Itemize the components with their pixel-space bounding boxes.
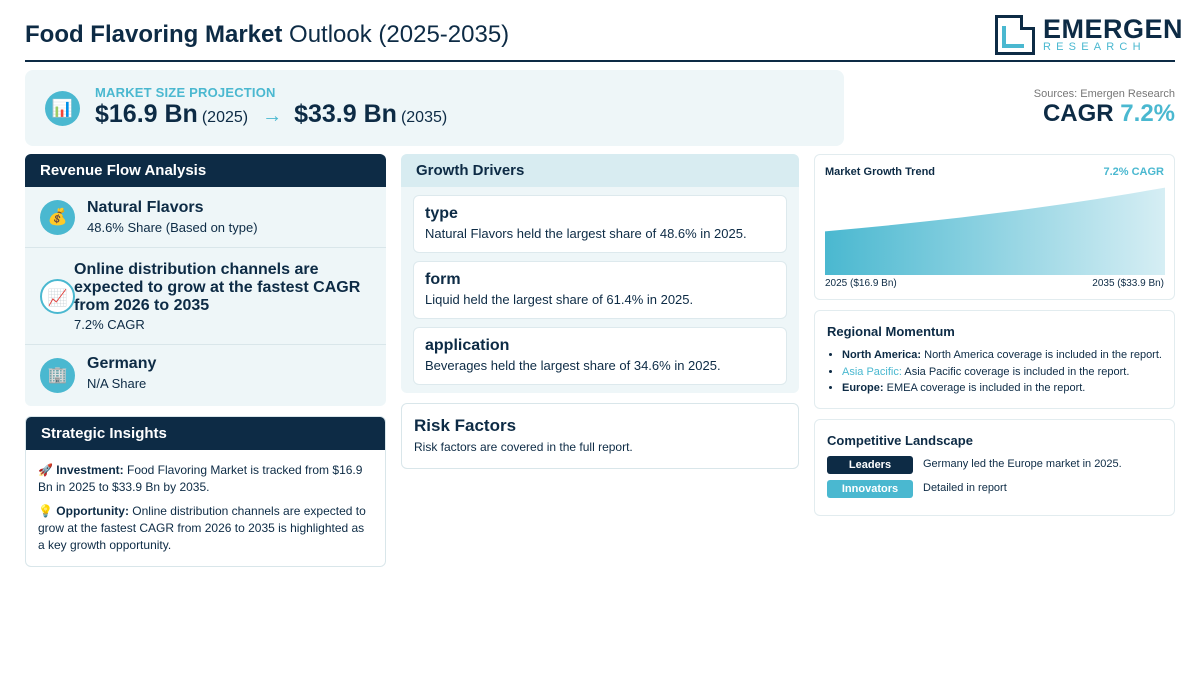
office-building-icon: 🏢 xyxy=(40,358,75,393)
market-growth-trend-chart: Market Growth Trend 7.2% CAGR 2025 ($16.… xyxy=(814,154,1175,300)
revenue-item-subtitle: 48.6% Share (Based on type) xyxy=(87,220,258,235)
projection-start-value: $16.9 Bn xyxy=(95,100,198,128)
strategic-insights-title: Strategic Insights xyxy=(26,417,385,450)
projection-end-value: $33.9 Bn xyxy=(294,100,397,128)
regional-momentum-title: Regional Momentum xyxy=(827,324,955,339)
regional-list: North America: North America coverage is… xyxy=(842,347,1162,397)
driver-title: type xyxy=(425,205,458,222)
money-bag-icon: 💰 xyxy=(40,200,75,235)
chart-cagr-annotation: 7.2% CAGR xyxy=(1103,166,1164,178)
insight-text: Online distribution channels are expecte… xyxy=(38,504,366,552)
region-text: Asia Pacific coverage is included in the… xyxy=(901,365,1130,378)
trend-chart-icon: 📈 xyxy=(40,279,75,314)
competitive-text: Germany led the Europe market in 2025. xyxy=(923,458,1122,470)
trend-area-series xyxy=(825,187,1165,275)
trend-area-svg xyxy=(825,187,1165,275)
region-text: North America coverage is included in th… xyxy=(921,349,1162,361)
projection-start-year: (2025) xyxy=(201,109,249,126)
page-title-rest: Outlook (2025-2035) xyxy=(282,21,510,48)
light-bulb-icon: 💡 xyxy=(38,504,53,518)
insight-investment: 🚀 Investment: Food Flavoring Market is t… xyxy=(38,462,373,496)
chart-end-label: 2035 ($33.9 Bn) xyxy=(1092,278,1164,289)
driver-description: Liquid held the largest share of 61.4% i… xyxy=(425,292,694,307)
insight-opportunity: 💡 Opportunity: Online distribution chann… xyxy=(38,503,373,554)
sources-note: Sources: Emergen Research xyxy=(1033,88,1175,100)
region-item-asia-pacific: Asia Pacific: Asia Pacific coverage is i… xyxy=(842,364,1162,381)
driver-card-type: type Natural Flavors held the largest sh… xyxy=(413,195,787,253)
insight-text: Food Flavoring Market is tracked from $1… xyxy=(38,463,363,494)
region-item-europe: Europe: EMEA coverage is included in the… xyxy=(842,380,1162,397)
competitive-landscape-title: Competitive Landscape xyxy=(827,433,973,448)
driver-title: application xyxy=(425,337,510,354)
rocket-icon: 🚀 xyxy=(38,463,53,477)
revenue-flow-title: Revenue Flow Analysis xyxy=(25,154,386,187)
regional-momentum-panel: Regional Momentum North America: North A… xyxy=(814,310,1175,409)
driver-card-form: form Liquid held the largest share of 61… xyxy=(413,261,787,319)
projection-label: MARKET SIZE PROJECTION xyxy=(95,85,276,100)
revenue-item-online-distribution: 📈 Online distribution channels are expec… xyxy=(25,248,386,345)
competitive-text: Detailed in report xyxy=(923,482,1007,494)
market-size-projection: 📊 MARKET SIZE PROJECTION $16.9 Bn (2025) →… xyxy=(25,70,844,146)
leaders-badge: Leaders xyxy=(827,456,913,474)
cagr-label: CAGR xyxy=(1042,100,1114,127)
driver-description: Beverages held the largest share of 34.6… xyxy=(425,358,721,373)
logo-name: EMERGEN xyxy=(1043,14,1184,44)
revenue-item-title: Online distribution channels are expecte… xyxy=(74,261,361,314)
driver-card-application: application Beverages held the largest s… xyxy=(413,327,787,385)
strategic-insights-body: 🚀 Investment: Food Flavoring Market is t… xyxy=(26,450,385,554)
competitive-landscape-panel: Competitive Landscape Leaders Germany le… xyxy=(814,419,1175,516)
region-name: North America: xyxy=(842,349,922,361)
chart-title: Market Growth Trend xyxy=(825,166,936,178)
region-item-north-america: North America: North America coverage is… xyxy=(842,347,1162,364)
revenue-flow-panel: Revenue Flow Analysis 💰 Natural Flavors … xyxy=(25,154,386,406)
growth-drivers-panel: Growth Drivers type Natural Flavors held… xyxy=(401,154,799,393)
strategic-insights-panel: Strategic Insights 🚀 Investment: Food Fl… xyxy=(25,416,386,567)
emergen-logo: EMERGEN RESEARCH xyxy=(995,14,1183,56)
risk-factors-panel: Risk Factors Risk factors are covered in… xyxy=(401,403,799,469)
growth-drivers-title: Growth Drivers xyxy=(401,154,799,187)
revenue-item-title: Natural Flavors xyxy=(87,199,204,216)
region-name: Asia Pacific: xyxy=(842,365,902,378)
innovators-badge: Innovators xyxy=(827,480,913,498)
page-header: Food Flavoring Market Outlook (2025-2035… xyxy=(25,12,1183,62)
revenue-item-title: Germany xyxy=(87,355,157,372)
risk-factors-title: Risk Factors xyxy=(414,416,517,435)
revenue-item-natural-flavors: 💰 Natural Flavors 48.6% Share (Based on … xyxy=(25,187,386,248)
cagr-value: 7.2% xyxy=(1120,100,1175,127)
arrow-right-icon: → xyxy=(262,105,283,127)
chart-start-label: 2025 ($16.9 Bn) xyxy=(825,278,897,289)
insight-label: Investment: xyxy=(56,463,124,477)
cagr-summary: CAGR 7.2% xyxy=(1043,100,1175,128)
logo-subtitle: RESEARCH xyxy=(1043,41,1146,53)
driver-title: form xyxy=(425,271,461,288)
bar-chart-icon: 📊 xyxy=(45,91,80,126)
page-title: Food Flavoring Market Outlook (2025-2035… xyxy=(25,21,509,49)
projection-values: $16.9 Bn (2025) → $33.9 Bn (2035) xyxy=(95,100,447,129)
page-title-bold: Food Flavoring Market xyxy=(25,21,283,48)
insight-label: Opportunity: xyxy=(56,504,129,518)
logo-mark-icon xyxy=(995,15,1035,55)
risk-factors-description: Risk factors are covered in the full rep… xyxy=(414,440,633,454)
region-name: Europe: xyxy=(842,382,884,394)
region-text: EMEA coverage is included in the report. xyxy=(883,382,1086,394)
revenue-item-subtitle: 7.2% CAGR xyxy=(74,317,145,332)
revenue-item-subtitle: N/A Share xyxy=(87,376,147,391)
revenue-item-germany: 🏢 Germany N/A Share xyxy=(25,345,386,406)
projection-end-year: (2035) xyxy=(400,109,448,126)
driver-description: Natural Flavors held the largest share o… xyxy=(425,226,747,241)
